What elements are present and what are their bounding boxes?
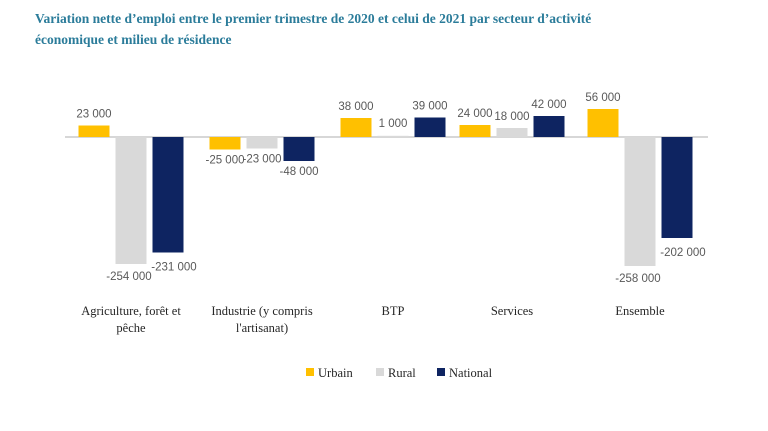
data-label-rural-3: 18 000 bbox=[494, 111, 529, 123]
chart-title: Variation nette d’emploi entre le premie… bbox=[35, 8, 735, 50]
data-label-urbain-3: 24 000 bbox=[457, 108, 492, 120]
bar-national-2 bbox=[414, 117, 446, 137]
data-label-urbain-1: -25 000 bbox=[205, 155, 244, 167]
data-label-national-2: 39 000 bbox=[412, 101, 447, 113]
bar-urbain-4 bbox=[587, 109, 619, 137]
data-label-rural-4: -258 000 bbox=[615, 273, 660, 285]
legend-label-urbain: Urbain bbox=[318, 366, 353, 380]
bar-urbain-2 bbox=[340, 118, 372, 137]
legend-swatch-rural bbox=[376, 368, 384, 376]
legend-label-national: National bbox=[449, 366, 493, 380]
bar-rural-2 bbox=[377, 135, 409, 137]
category-label-4: Ensemble bbox=[615, 304, 665, 318]
bar-rural-3 bbox=[496, 128, 528, 137]
bar-national-3 bbox=[533, 116, 565, 137]
data-label-national-1: -48 000 bbox=[279, 166, 318, 178]
category-label-3: Services bbox=[491, 304, 533, 318]
chart-title-line-1: Variation nette d’emploi entre le premie… bbox=[35, 11, 592, 26]
legend-swatch-national bbox=[437, 368, 445, 376]
data-label-rural-0: -254 000 bbox=[106, 271, 151, 283]
data-label-urbain-4: 56 000 bbox=[585, 92, 620, 104]
bar-national-0 bbox=[152, 137, 184, 253]
category-label-1: Industrie (y compris bbox=[211, 304, 313, 318]
bar-rural-0 bbox=[115, 137, 147, 264]
data-label-urbain-0: 23 000 bbox=[76, 109, 111, 121]
bar-urbain-0 bbox=[78, 125, 110, 137]
bar-national-4 bbox=[661, 137, 693, 238]
data-label-national-0: -231 000 bbox=[151, 262, 196, 274]
bar-urbain-3 bbox=[459, 125, 491, 137]
data-label-urbain-2: 38 000 bbox=[338, 101, 373, 113]
bar-rural-1 bbox=[246, 137, 278, 149]
bar-national-1 bbox=[283, 137, 315, 161]
category-label-2: BTP bbox=[382, 304, 405, 318]
data-label-rural-1: -23 000 bbox=[242, 154, 281, 166]
data-label-national-3: 42 000 bbox=[531, 99, 566, 111]
legend-swatch-urbain bbox=[306, 368, 314, 376]
chart-title-line-2: économique et milieu de résidence bbox=[35, 32, 232, 47]
data-label-national-4: -202 000 bbox=[660, 247, 705, 259]
category-label-0: Agriculture, forêt et bbox=[81, 304, 181, 318]
data-label-rural-2: 1 000 bbox=[379, 118, 408, 130]
bar-rural-4 bbox=[624, 137, 656, 266]
category-label-1: l'artisanat) bbox=[236, 321, 288, 335]
legend-label-rural: Rural bbox=[388, 366, 416, 380]
bar-urbain-1 bbox=[209, 137, 241, 150]
category-label-0: pêche bbox=[116, 321, 146, 335]
